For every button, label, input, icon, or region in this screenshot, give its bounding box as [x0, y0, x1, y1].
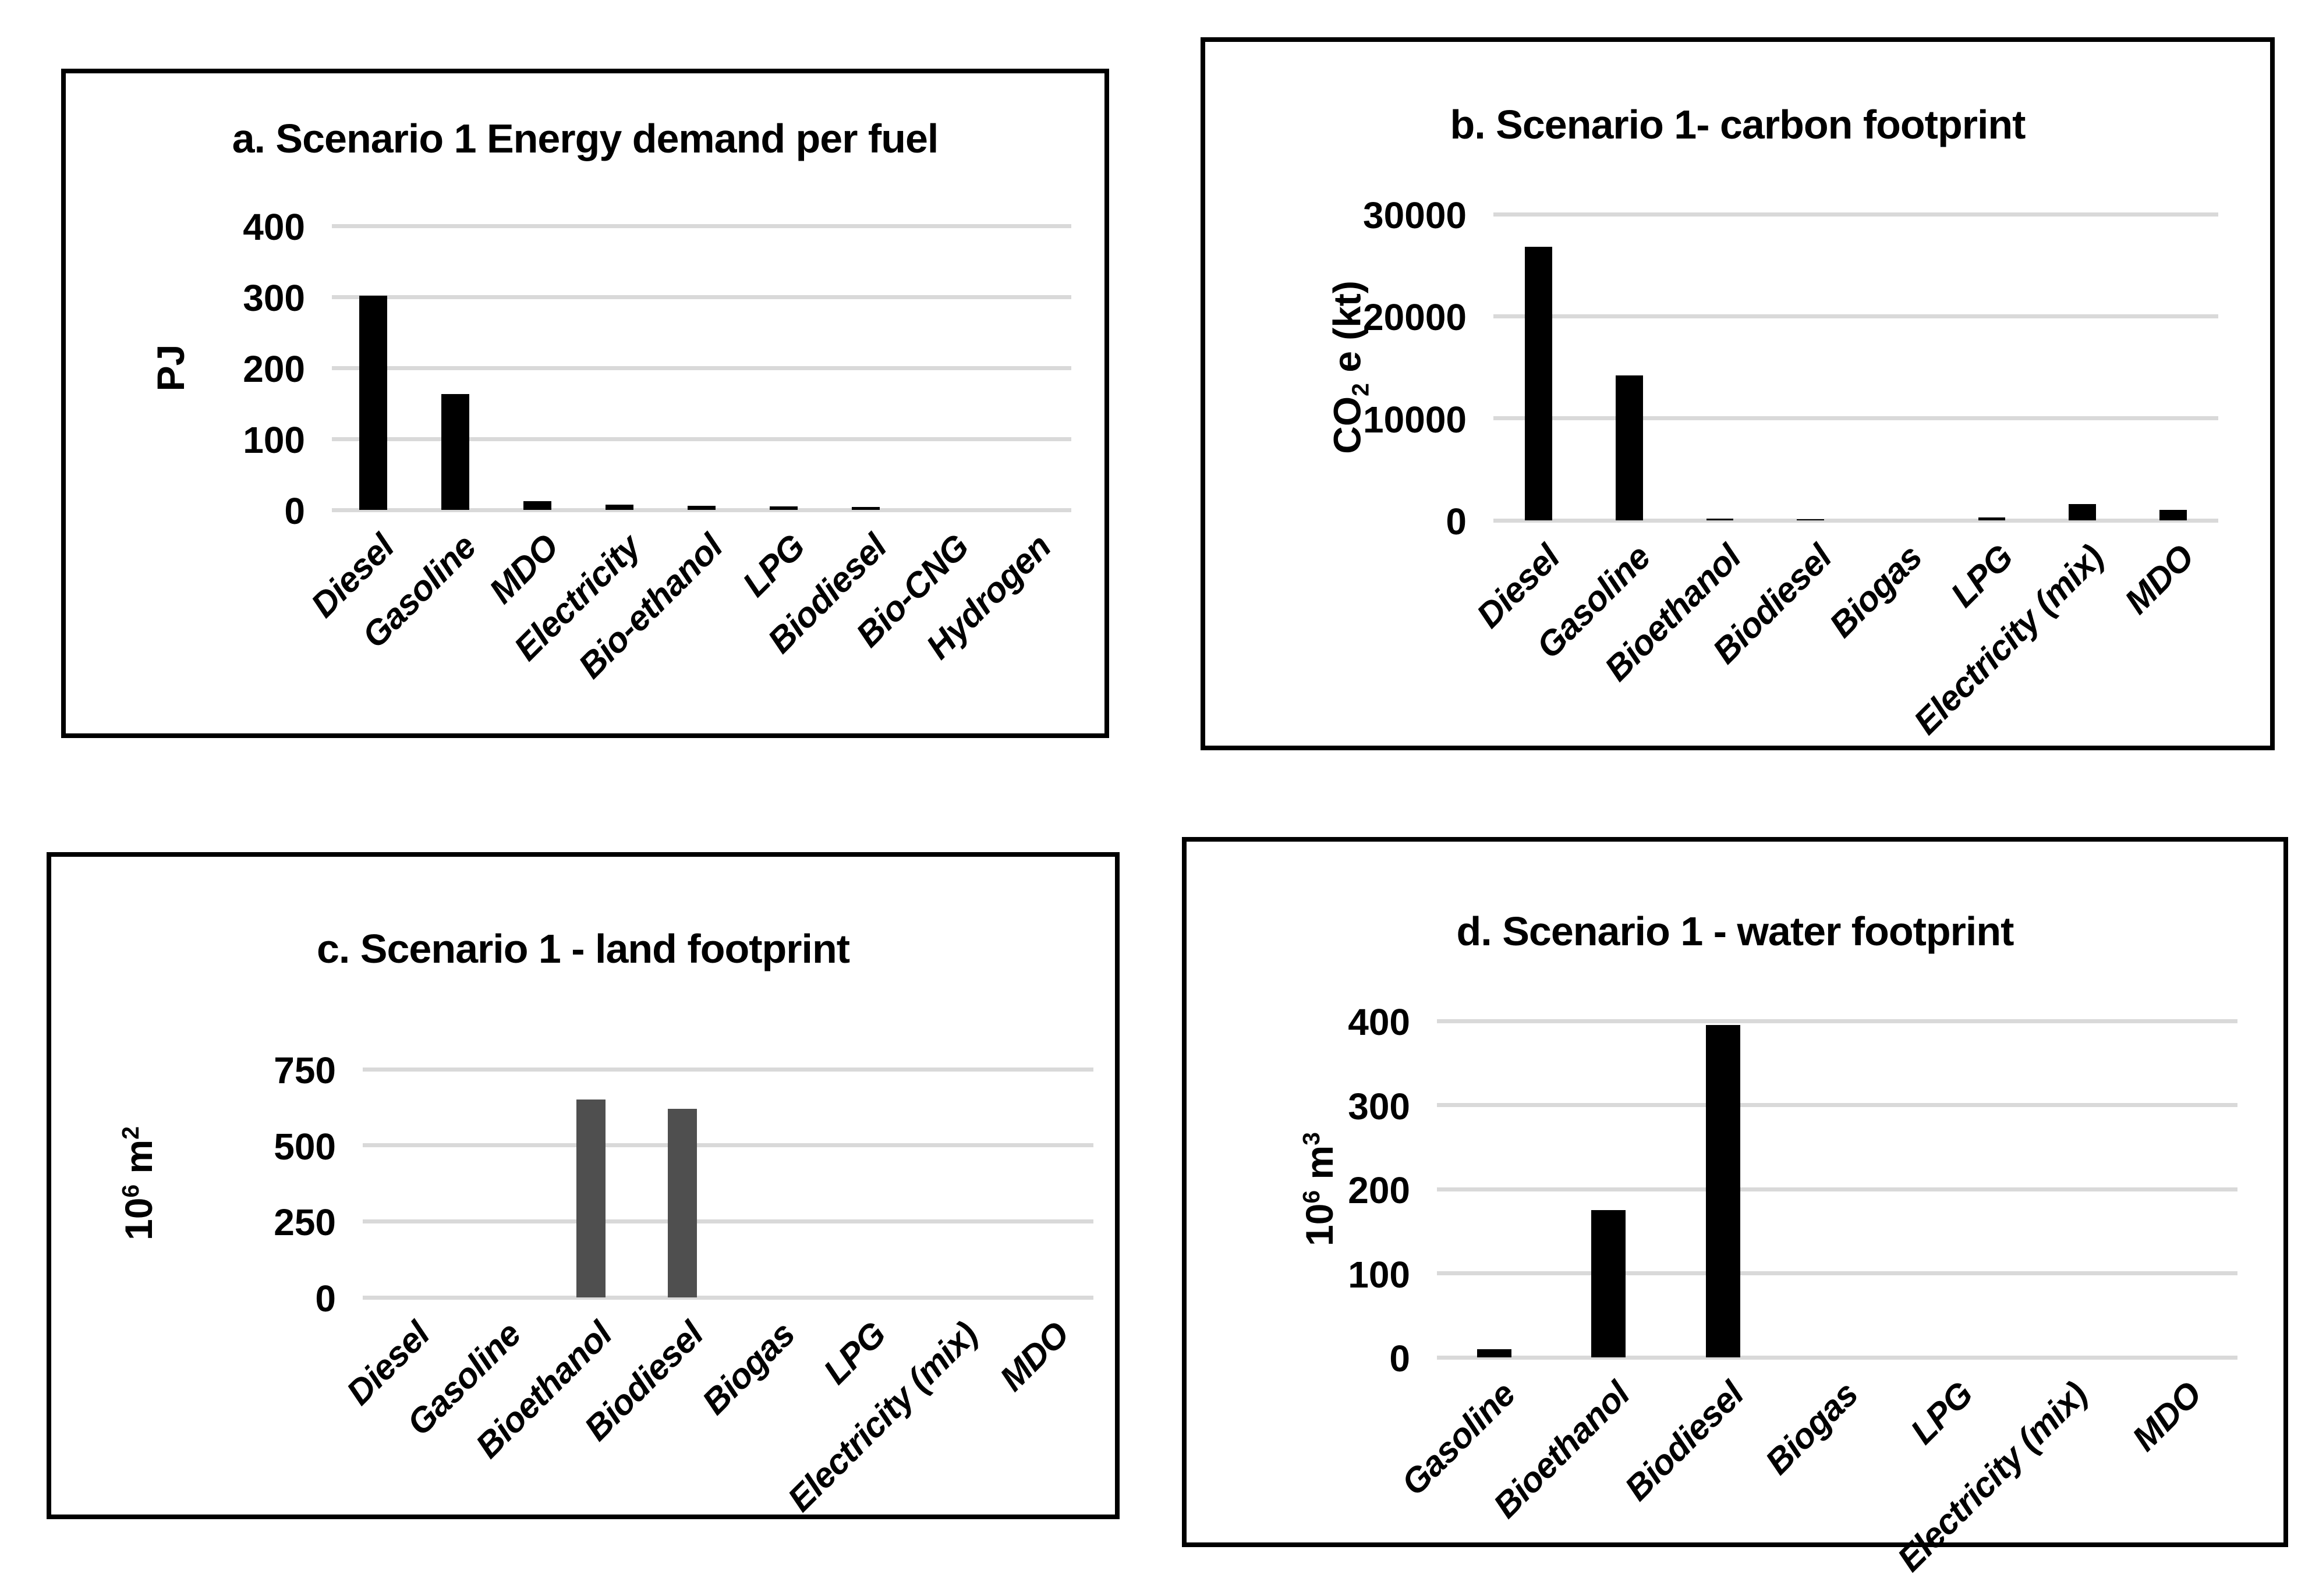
y-axis-label-segment: e (kt)	[1325, 281, 1369, 384]
y-tick-label: 250	[274, 1201, 336, 1244]
gridline	[363, 1143, 1093, 1148]
x-tick-label-mdo: MDO	[2125, 1374, 2209, 1459]
gridline	[332, 295, 1071, 299]
x-tick-label-lpg: LPG	[816, 1314, 894, 1392]
x-tick-label-biogas: Biogas	[1758, 1374, 1866, 1482]
x-tick-label-mdo: MDO	[2117, 537, 2201, 622]
gridline	[363, 1067, 1093, 1072]
bar-bioethanol	[1706, 519, 1734, 520]
bar-electricity	[605, 505, 633, 510]
chart-title: b. Scenario 1- carbon footprint	[1450, 102, 2026, 147]
chart-panel-a: a. Scenario 1 Energy demand per fuel PJ …	[61, 69, 1109, 738]
bar-diesel	[359, 295, 387, 510]
bar-mdo	[523, 501, 551, 510]
y-tick-label: 400	[243, 206, 305, 248]
gridline	[1437, 1187, 2237, 1191]
gridline	[363, 1219, 1093, 1223]
plot-area	[363, 1067, 1093, 1300]
y-tick-label: 0	[315, 1278, 336, 1320]
x-tick-label-lpg: LPG	[735, 527, 812, 604]
y-axis-label-segment: CO	[1325, 396, 1369, 454]
gridline	[1437, 1271, 2237, 1275]
y-axis-label: 106 m2	[116, 1126, 161, 1240]
x-tick-label-biogas: Biogas	[1822, 537, 1929, 645]
y-tick-label: 0	[1446, 501, 1467, 542]
chart-title: d. Scenario 1 - water footprint	[1456, 909, 2014, 954]
bar-biodiesel	[1797, 519, 1825, 520]
y-tick-label: 200	[1348, 1169, 1410, 1211]
gridline	[332, 437, 1071, 441]
plot-area	[332, 224, 1071, 512]
y-axis-label-segment: 3	[1298, 1132, 1325, 1145]
gridline	[332, 224, 1071, 228]
chart-title: c. Scenario 1 - land footprint	[316, 926, 850, 971]
bar-bioethanol	[1591, 1210, 1626, 1357]
gridline	[363, 1295, 1093, 1300]
y-tick-label: 300	[243, 277, 305, 319]
y-tick-label: 10000	[1363, 398, 1467, 441]
y-axis-label-segment: 10	[117, 1197, 160, 1240]
bar-gasoline	[1616, 375, 1643, 520]
gridline	[332, 366, 1071, 370]
gridline	[1493, 518, 2218, 523]
bar-gasoline	[441, 394, 469, 510]
chart-title: a. Scenario 1 Energy demand per fuel	[232, 116, 939, 161]
y-axis-label-segment: 6	[1298, 1190, 1325, 1204]
bar-bioethanol	[576, 1100, 606, 1297]
y-tick-label: 100	[1348, 1253, 1410, 1296]
x-tick-label-biogas: Biogas	[694, 1314, 802, 1422]
y-axis-label-segment: 6	[117, 1184, 144, 1198]
bar-mdo	[2159, 510, 2187, 520]
x-tick-label-lpg: LPG	[1903, 1374, 1980, 1452]
gridline	[1493, 314, 2218, 318]
gridline	[1437, 1355, 2237, 1360]
y-tick-label: 100	[243, 419, 305, 461]
bar-biodiesel	[1705, 1025, 1740, 1357]
y-tick-label: 400	[1348, 1001, 1410, 1043]
y-tick-label: 20000	[1363, 296, 1467, 339]
chart-panel-c: c. Scenario 1 - land footprint 106 m2 0 2…	[47, 852, 1120, 1519]
bar-biodiesel	[667, 1108, 698, 1297]
gridline	[332, 508, 1071, 512]
y-tick-label: 0	[284, 490, 305, 532]
chart-panel-b: b. Scenario 1- carbon footprint CO2 e (k…	[1201, 37, 2275, 750]
y-axis-label-segment: m	[1298, 1145, 1341, 1190]
y-tick-label: 500	[274, 1125, 336, 1168]
y-axis-label-segment: 2	[1347, 383, 1374, 396]
gridline	[1437, 1019, 2237, 1023]
y-axis-label-segment: 10	[1298, 1203, 1341, 1246]
y-axis-label: PJ	[148, 345, 193, 392]
y-axis-label-segment: PJ	[149, 344, 192, 392]
gridline	[1437, 1103, 2237, 1107]
y-axis-label: 106 m3	[1297, 1132, 1341, 1246]
x-tick-label-biodiesel: Biodiesel	[1617, 1374, 1751, 1508]
y-tick-label: 30000	[1363, 194, 1467, 236]
y-tick-label: 200	[243, 348, 305, 390]
gridline	[1493, 212, 2218, 217]
bar-biodiesel	[852, 507, 880, 510]
plot-area	[1437, 1019, 2237, 1360]
x-tick-label-mdo: MDO	[992, 1314, 1077, 1399]
y-tick-label: 300	[1348, 1085, 1410, 1127]
y-axis-label-segment: 2	[117, 1126, 144, 1140]
y-tick-label: 0	[1389, 1338, 1410, 1379]
y-tick-label: 750	[274, 1049, 336, 1091]
plot-area	[1493, 212, 2218, 523]
bar-lpg	[770, 506, 798, 510]
gridline	[1493, 416, 2218, 421]
bar-lpg	[1978, 517, 2006, 520]
bar-gasoline	[1477, 1349, 1511, 1357]
bar-diesel	[1525, 247, 1553, 520]
bar-bio-ethanol	[688, 505, 716, 510]
bar-electricity-mix	[2069, 503, 2096, 520]
y-axis-label-segment: m	[117, 1139, 160, 1184]
chart-panel-d: d. Scenario 1 - water footprint 106 m3 0…	[1182, 837, 2288, 1579]
x-tick-label-lpg: LPG	[1943, 537, 2020, 615]
